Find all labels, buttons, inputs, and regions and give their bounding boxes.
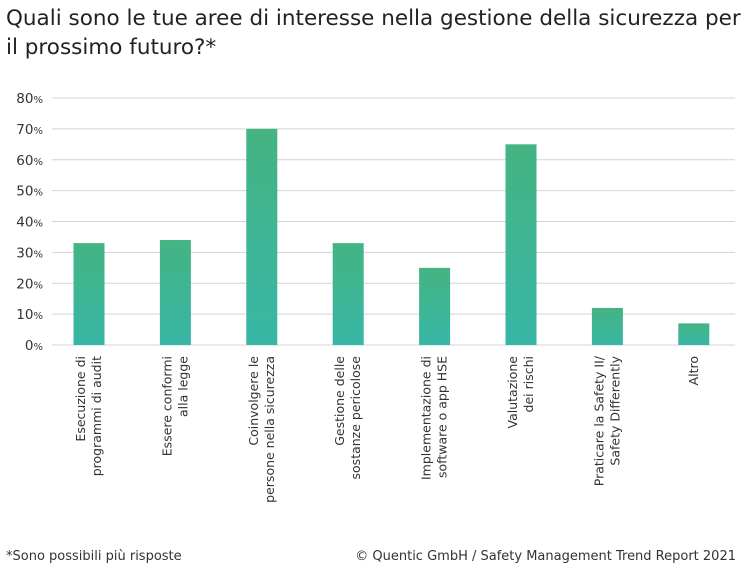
x-category-label: Essere conformi — [159, 356, 174, 456]
y-tick-label: 0% — [25, 338, 43, 354]
source-credit: © Quentic GmbH / Safety Management Trend… — [355, 549, 736, 564]
x-category-label: Esecuzione di — [73, 356, 88, 442]
bar — [505, 144, 537, 345]
bar — [419, 267, 451, 345]
x-category-label: alla legge — [175, 356, 190, 417]
y-tick-label: 80% — [16, 91, 43, 107]
y-axis-ticks: 0% 10% 20% 30% 40% 50% 60% 70% 80% — [16, 91, 43, 354]
y-tick-label: 10% — [16, 307, 43, 323]
footnote: *Sono possibili più risposte — [6, 549, 182, 564]
x-category-label: sostanze pericolose — [348, 356, 363, 480]
bar — [73, 243, 105, 345]
y-tick-label: 20% — [16, 276, 43, 292]
x-category-label: Coinvolgere le — [246, 356, 261, 446]
bar — [246, 128, 278, 345]
bar — [591, 307, 623, 345]
x-category-label: Altro — [686, 356, 701, 385]
x-category-label: dei rischi — [521, 356, 536, 412]
chart-title: Quali sono le tue aree di interesse nell… — [6, 6, 741, 60]
x-category-label: Implementazione di — [419, 356, 434, 480]
gridlines — [52, 97, 735, 346]
bar — [678, 323, 710, 345]
y-tick-label: 40% — [16, 215, 43, 231]
bars — [73, 128, 710, 345]
bar — [332, 243, 364, 345]
y-tick-label: 50% — [16, 184, 43, 200]
y-tick-label: 30% — [16, 245, 43, 261]
y-tick-label: 60% — [16, 153, 43, 169]
x-category-label: Safety Differently — [607, 355, 622, 465]
x-axis-labels: Esecuzione di programmi di audit Essere co… — [73, 355, 701, 503]
x-category-label: programmi di audit — [89, 356, 104, 476]
bar — [159, 240, 191, 345]
x-category-label: Valutazione — [505, 356, 520, 429]
x-category-label: Gestione delle — [332, 356, 347, 446]
x-category-label: persone nella sicurezza — [262, 356, 277, 503]
x-category-label: Praticare la Safety II/ — [591, 355, 606, 486]
x-category-label: software o app HSE — [435, 356, 450, 478]
y-tick-label: 70% — [16, 122, 43, 138]
